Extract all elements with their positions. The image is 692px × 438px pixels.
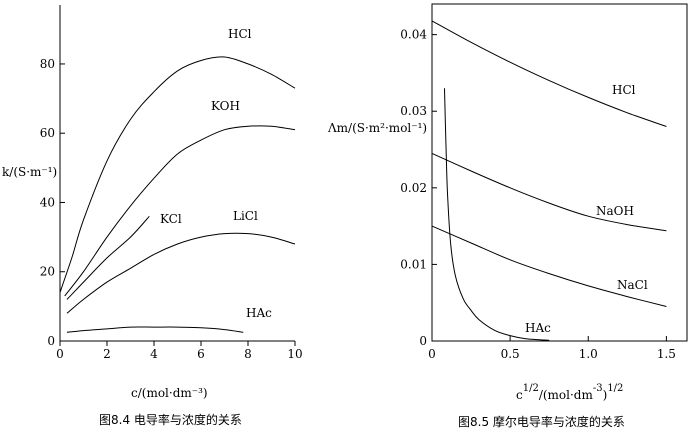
x-tick-label: 4	[150, 347, 158, 361]
y-tick-label: 0	[419, 334, 427, 348]
chart2-series	[431, 20, 667, 341]
x-tick-label: 10	[287, 347, 302, 361]
series-label-hcl: HCl	[612, 83, 636, 97]
series-label-hcl: HCl	[228, 27, 252, 41]
chart1-x-axis-label: c/(mol·dm⁻³)	[131, 386, 208, 400]
series-line-hcl	[431, 20, 667, 127]
x-tick-label: 0	[428, 347, 436, 361]
series-line-hac	[66, 326, 244, 333]
chart1-y-ticks: 0 20 40 60 80	[40, 57, 65, 348]
series-label-nacl: NaCl	[617, 278, 648, 292]
y-tick-label: 0.02	[400, 181, 427, 195]
x-label-base: c	[516, 388, 523, 402]
x-label-unit: /(mol·dm	[539, 388, 594, 402]
series-label-hac: HAc	[525, 321, 551, 335]
chart2-series-labels: HCl NaOH NaCl HAc	[525, 83, 648, 335]
series-line-hcl	[59, 56, 296, 293]
series-label-kcl: KCl	[160, 212, 182, 226]
y-tick-label: 0	[47, 334, 55, 348]
chart1-series	[59, 56, 296, 333]
chart2-axes-frame	[431, 3, 688, 342]
chart1-series-labels: HCl KOH KCl LiCl HAc	[160, 27, 272, 320]
x-tick-label: 0	[56, 347, 64, 361]
chart-molar-conductivity: 0 0.01 0.02 0.03 0.04 0 0.5 1.0 1.5 HCl NaOH NaCl…	[327, 3, 688, 429]
series-line-nacl	[431, 225, 667, 307]
x-tick-label: 8	[244, 347, 252, 361]
x-tick-label: 1.0	[579, 347, 598, 361]
y-tick-label: 40	[40, 195, 55, 209]
x-tick-label: 1.5	[657, 347, 676, 361]
chart2-x-ticks: 0 0.5 1.0 1.5	[428, 336, 676, 361]
x-label-unit-exp: -3	[593, 383, 603, 394]
series-line-hac	[444, 88, 550, 341]
chart2-y-ticks: 0 0.01 0.02 0.03 0.04	[400, 28, 437, 348]
chart2-caption: 图8.5 摩尔电导率与浓度的关系	[458, 414, 625, 429]
series-line-koh	[64, 125, 296, 297]
x-label-close: )	[603, 388, 608, 402]
series-label-koh: KOH	[211, 99, 240, 113]
y-tick-label: 0.03	[400, 104, 427, 118]
series-label-naoh: NaOH	[596, 204, 634, 218]
y-tick-label: 80	[40, 57, 55, 71]
y-tick-label: 0.01	[400, 257, 427, 271]
x-label-exp: 1/2	[523, 383, 539, 394]
x-tick-label: 0.5	[501, 347, 520, 361]
chart2-x-axis-label: c1/2/(mol·dm-3)1/2	[516, 383, 623, 402]
series-line-naoh	[431, 152, 667, 232]
chart1-y-axis-label: k/(S·m⁻¹)	[2, 165, 57, 179]
chart1-caption: 图8.4 电导率与浓度的关系	[99, 412, 242, 427]
y-tick-label: 20	[40, 265, 55, 279]
chart2-y-axis-label: Λm/(S·m²·mol⁻¹)	[327, 121, 427, 135]
x-tick-label: 6	[197, 347, 205, 361]
x-tick-label: 2	[103, 347, 111, 361]
y-tick-label: 0.04	[400, 28, 427, 42]
series-label-licl: LiCl	[233, 209, 258, 223]
chart-conductivity: 0 20 40 60 80 0 2 4 6 8 10 HCl KOH KCl LiCl HAc k/(S·…	[2, 5, 303, 427]
series-line-licl	[66, 232, 296, 314]
series-line-kcl	[66, 215, 150, 300]
x-label-close-exp: 1/2	[607, 383, 623, 394]
series-label-hac: HAc	[246, 306, 272, 320]
chart1-x-ticks: 0 2 4 6 8 10	[56, 341, 303, 361]
y-tick-label: 60	[40, 126, 55, 140]
